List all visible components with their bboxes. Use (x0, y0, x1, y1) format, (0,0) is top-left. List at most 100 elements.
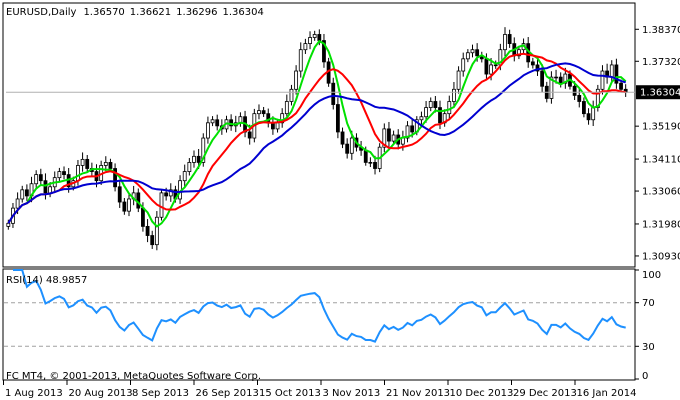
candle (62, 166, 66, 180)
candle (187, 158, 192, 176)
candle (303, 38, 308, 54)
candle (57, 167, 62, 181)
rsi-tick-label: 0 (642, 371, 648, 382)
candle (322, 33, 326, 68)
candle (582, 97, 586, 118)
rsi-axis: 100 70 30 0 (635, 269, 661, 382)
candle (154, 211, 159, 251)
candle (284, 94, 289, 120)
candle (549, 71, 554, 104)
candle (600, 65, 605, 95)
candle (201, 133, 206, 167)
moving-average-lines (7, 39, 627, 228)
candle (345, 138, 350, 159)
time-tick-label: 3 Nov 2013 (323, 388, 381, 399)
ma-line-5 (7, 39, 627, 228)
candle (24, 184, 29, 201)
candle (517, 46, 521, 60)
candle (257, 104, 261, 120)
candle (145, 219, 150, 243)
rsi-line (13, 269, 626, 343)
candle (340, 127, 345, 149)
candle (159, 189, 164, 221)
candle (530, 57, 535, 69)
rsi-tick-label: 70 (642, 298, 655, 309)
candle (507, 29, 512, 48)
candle (168, 183, 173, 202)
candle (331, 77, 336, 110)
candle (465, 49, 470, 63)
ma-line-12 (7, 52, 626, 224)
candle (103, 156, 108, 172)
candle (419, 111, 424, 125)
candle (535, 59, 540, 76)
time-tick-label: 8 Sep 2013 (132, 388, 189, 399)
candle (117, 180, 122, 208)
candle (192, 150, 196, 168)
ohlc-high: 1.36621 (130, 7, 171, 18)
candle (150, 230, 155, 249)
time-tick-label: 1 Aug 2013 (5, 388, 63, 399)
candle (210, 116, 215, 127)
copyright-text: FC MT4, © 2001-2013, MetaQuotes Software… (6, 371, 261, 382)
candle (335, 97, 340, 139)
candle (452, 81, 456, 109)
candle (280, 108, 285, 128)
candle (113, 163, 117, 192)
candle (312, 30, 317, 41)
time-axis: 1 Aug 2013 20 Aug 2013 8 Sep 2013 26 Sep 20… (3, 380, 637, 399)
candle (428, 97, 433, 112)
symbol-label: EURUSD,Daily (6, 7, 77, 18)
ohlc-open: 1.36570 (83, 7, 124, 18)
price-tick-label: 1.31980 (642, 219, 680, 230)
rsi-series (4, 269, 634, 347)
candle (34, 170, 39, 188)
candle (405, 121, 410, 143)
candle (38, 168, 43, 186)
candle (308, 31, 312, 50)
candle (206, 116, 210, 144)
price-tick-label: 1.34110 (642, 155, 680, 166)
price-tick-label: 1.37320 (642, 57, 680, 68)
candle (387, 121, 391, 148)
current-price-marker (636, 85, 680, 100)
time-tick-label: 15 Oct 2013 (259, 388, 321, 399)
candle (261, 106, 266, 117)
candle (382, 123, 387, 153)
candle (289, 84, 294, 106)
candle (127, 193, 131, 217)
rsi-panel (2, 268, 636, 381)
ma-line-24 (7, 62, 627, 224)
candle (391, 130, 396, 146)
candle (215, 114, 220, 131)
rsi-tick-label: 100 (642, 270, 661, 281)
time-tick-label: 21 Nov 2013 (386, 388, 450, 399)
time-tick-label: 10 Dec 2013 (450, 388, 514, 399)
ohlc-close: 1.36304 (223, 7, 264, 18)
price-tick-label: 1.30930 (642, 251, 680, 262)
candle (85, 154, 90, 173)
price-tick-label: 1.35190 (642, 122, 680, 133)
candle (122, 198, 127, 215)
candle (6, 219, 11, 230)
rsi-tick-label: 30 (642, 342, 655, 353)
price-axis: 1.38370 1.37320 1.35190 1.34110 1.33060 1.319… (6, 25, 680, 262)
price-tick-label: 1.38370 (642, 25, 680, 36)
candle (503, 27, 507, 57)
candle (614, 58, 619, 89)
candle (298, 42, 303, 78)
chart-header: EURUSD,Daily 1.36570 1.36621 1.36296 1.36304 (6, 7, 264, 18)
rsi-label: RSI(14) 48.9857 (6, 275, 87, 286)
candle (20, 185, 25, 203)
candle (80, 152, 85, 172)
time-tick-label: 16 Jan 2014 (577, 388, 637, 399)
candle (368, 157, 373, 168)
current-price-label: 1.36304 (640, 88, 680, 99)
candle (182, 164, 187, 187)
price-tick-label: 1.33060 (642, 187, 680, 198)
time-tick-label: 20 Aug 2013 (69, 388, 133, 399)
time-tick-label: 29 Dec 2013 (513, 388, 577, 399)
candle (461, 52, 466, 77)
ohlc-low: 1.36296 (176, 7, 217, 18)
